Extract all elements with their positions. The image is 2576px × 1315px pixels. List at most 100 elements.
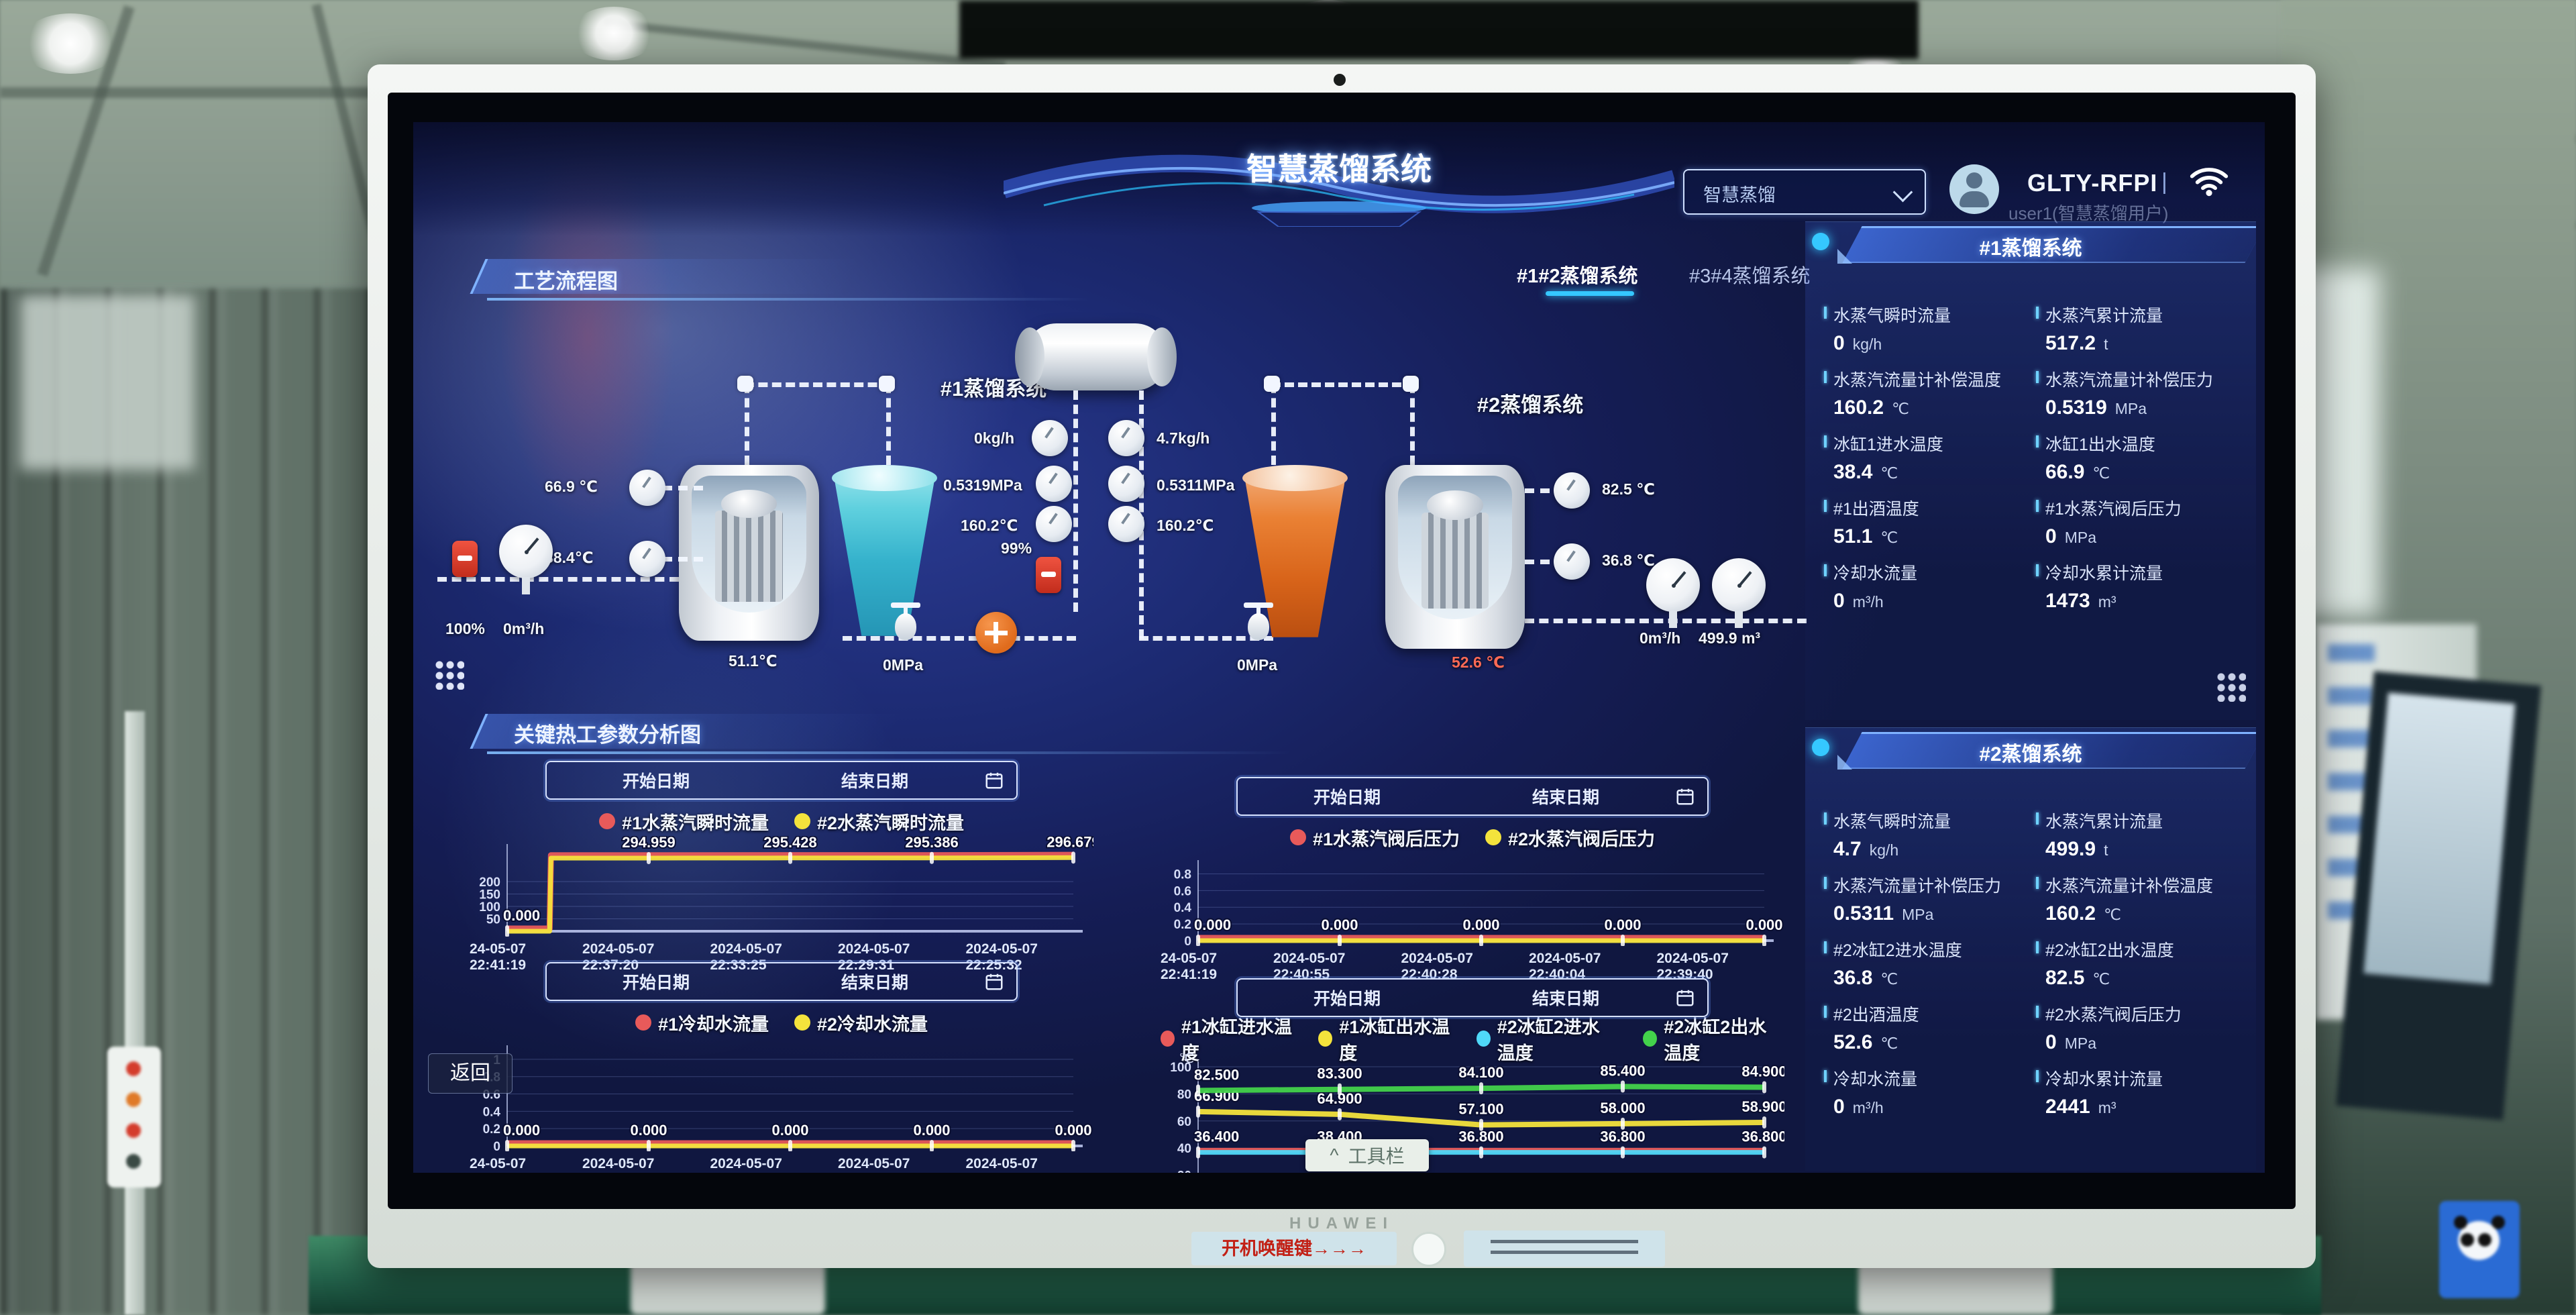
metric-label: 冷却水流量 bbox=[1833, 564, 1918, 583]
pipe bbox=[1073, 390, 1078, 612]
temperature-gauge-icon bbox=[1554, 543, 1590, 580]
pipe-elbow bbox=[1403, 376, 1419, 392]
metric-label: 冷却水累计流量 bbox=[2045, 1070, 2163, 1089]
toolbar-label: 工具栏 bbox=[1348, 1146, 1405, 1167]
svg-text:0.000: 0.000 bbox=[771, 1122, 808, 1139]
chart-legend: #1水蒸汽阀后压力 #2水蒸汽阀后压力 bbox=[1161, 823, 1784, 852]
date-range-picker[interactable]: 开始日期 结束日期 bbox=[545, 962, 1018, 1001]
start-date-field[interactable]: 开始日期 bbox=[622, 974, 690, 992]
metric: #2出酒温度 52.6 ℃ bbox=[1824, 1002, 2036, 1066]
user-avatar-icon[interactable] bbox=[1949, 164, 1999, 214]
date-range-picker[interactable]: 开始日期 结束日期 bbox=[1236, 777, 1709, 816]
svg-text:82.500: 82.500 bbox=[1194, 1066, 1239, 1083]
date-range-picker[interactable]: 开始日期 结束日期 bbox=[1236, 978, 1709, 1017]
metric-label: 水蒸汽累计流量 bbox=[2045, 812, 2163, 831]
flow-section-title: 工艺流程图 bbox=[514, 270, 618, 293]
metric-value: 4.7 kg/h bbox=[1833, 838, 1899, 860]
end-date-field[interactable]: 结束日期 bbox=[841, 974, 908, 992]
legend-item: #2冷却水流量 bbox=[794, 1010, 928, 1036]
chevron-down-icon bbox=[1892, 182, 1913, 203]
pipe bbox=[843, 636, 1076, 641]
svg-text:36.400: 36.400 bbox=[1194, 1128, 1239, 1145]
s1-pot-temp: 51.1℃ bbox=[729, 652, 777, 670]
start-date-field[interactable]: 开始日期 bbox=[1313, 990, 1381, 1008]
temperature-gauge-icon bbox=[1554, 472, 1590, 509]
system2-label: #2蒸馏系统 bbox=[1477, 393, 1584, 417]
page-title: 智慧蒸馏系统 bbox=[1246, 152, 1432, 187]
legend-item: #1冷却水流量 bbox=[635, 1010, 769, 1036]
pipe bbox=[745, 382, 891, 387]
still-tank-1 bbox=[679, 465, 819, 641]
metric-value: 517.2 t bbox=[2045, 332, 2108, 354]
svg-text:36.800: 36.800 bbox=[1458, 1128, 1503, 1145]
flow-gauge-icon bbox=[1032, 420, 1068, 456]
metric-label: 水蒸汽流量计补偿温度 bbox=[1833, 371, 2002, 390]
end-date-field[interactable]: 结束日期 bbox=[841, 772, 908, 791]
calendar-icon[interactable] bbox=[1675, 988, 1695, 1008]
x-tick: 2024-05-07 22:40:56 bbox=[582, 1156, 655, 1173]
support-pole bbox=[125, 711, 145, 1315]
metric-value: 0.5319 MPa bbox=[2045, 397, 2147, 419]
x-tick: 2024-05-07 22:29:31 bbox=[837, 941, 910, 973]
metric: 冰缸1进水温度 38.4 ℃ bbox=[1824, 431, 2036, 496]
system-select[interactable]: 智慧蒸馏 bbox=[1683, 169, 1926, 215]
date-range-picker[interactable]: 开始日期 结束日期 bbox=[545, 761, 1018, 800]
pipe bbox=[1139, 636, 1273, 641]
legend-item: #1水蒸汽阀后压力 bbox=[1289, 825, 1460, 851]
svg-text:0: 0 bbox=[493, 1140, 500, 1151]
end-date-field[interactable]: 结束日期 bbox=[1532, 788, 1599, 807]
camera-dot bbox=[1334, 74, 1346, 86]
brand-logo: HUAWEI bbox=[1289, 1214, 1394, 1232]
metric-value: 0 MPa bbox=[2045, 1031, 2096, 1053]
legend-item: #2水蒸汽瞬时流量 bbox=[794, 808, 964, 835]
panel-banner bbox=[1805, 728, 2256, 770]
start-date-field[interactable]: 开始日期 bbox=[622, 772, 690, 791]
calendar-icon[interactable] bbox=[984, 971, 1004, 992]
back-button[interactable]: 返回 bbox=[428, 1053, 513, 1094]
svg-text:295.386: 295.386 bbox=[905, 836, 959, 851]
active-tab-underline bbox=[1546, 291, 1634, 296]
chart-legend: #1水蒸汽瞬时流量 #2水蒸汽瞬时流量 bbox=[470, 806, 1093, 836]
svg-text:80: 80 bbox=[1177, 1088, 1191, 1102]
start-date-field[interactable]: 开始日期 bbox=[1313, 788, 1381, 807]
toolbar-button[interactable]: ^ 工具栏 bbox=[1305, 1139, 1429, 1171]
totalizer-dial-icon bbox=[1712, 558, 1766, 628]
steam2-flow: 4.7kg/h bbox=[1157, 429, 1210, 447]
flow-sensor-icon bbox=[1036, 557, 1061, 593]
svg-text:20: 20 bbox=[1177, 1169, 1191, 1173]
end-date-field[interactable]: 结束日期 bbox=[1532, 990, 1599, 1008]
legend-item: #2冰缸2进水温度 bbox=[1476, 1012, 1618, 1065]
chart-legend: #1冷却水流量 #2冷却水流量 bbox=[470, 1008, 1093, 1037]
tab-system-1-2[interactable]: #1#2蒸馏系统 bbox=[1517, 266, 1638, 287]
svg-text:57.100: 57.100 bbox=[1458, 1101, 1503, 1118]
caret-icon: ^ bbox=[1330, 1145, 1339, 1165]
x-tick: 24-05-07 22:41:19 bbox=[1161, 951, 1218, 982]
x-tick: 2024-05-07 22:25:32 bbox=[965, 941, 1038, 973]
grid-menu-icon[interactable] bbox=[2215, 671, 2246, 702]
wake-button[interactable] bbox=[1411, 1232, 1446, 1267]
pipe-elbow bbox=[879, 376, 895, 392]
user-name: user1(智慧蒸馏用户) bbox=[2008, 203, 2169, 223]
svg-text:85.400: 85.400 bbox=[1600, 1062, 1645, 1079]
metric-label: 水蒸汽流量计补偿压力 bbox=[1833, 877, 2002, 896]
metric: #2冰缸2出水温度 82.5 ℃ bbox=[2036, 937, 2240, 1002]
metric-value: 499.9 t bbox=[2045, 838, 2108, 860]
panel2-title: #2蒸馏系统 bbox=[1979, 743, 2082, 766]
system-select-value: 智慧蒸馏 bbox=[1703, 185, 1776, 205]
chart-legend: #1冰缸进水温度 #1冰缸出水温度 #2冰缸2进水温度 #2冰缸2出水温度 bbox=[1161, 1017, 1784, 1063]
valve-icon bbox=[891, 602, 920, 641]
tab-system-3-4[interactable]: #3#4蒸馏系统 bbox=[1689, 266, 1811, 287]
calendar-icon[interactable] bbox=[984, 770, 1004, 790]
glow-dot-icon bbox=[1812, 739, 1829, 756]
grid-menu-icon[interactable] bbox=[433, 659, 464, 690]
legend-item: #1冰缸出水温度 bbox=[1318, 1012, 1450, 1065]
glow-dot-icon bbox=[1812, 233, 1829, 250]
svg-text:0.8: 0.8 bbox=[1174, 867, 1191, 882]
svg-text:0.000: 0.000 bbox=[1055, 1122, 1091, 1139]
metric: 水蒸汽流量计补偿温度 160.2 ℃ bbox=[2036, 873, 2240, 937]
pipe bbox=[1525, 619, 1807, 623]
svg-text:296.679: 296.679 bbox=[1046, 836, 1093, 850]
steam1-temp: 160.2℃ bbox=[961, 517, 1018, 534]
calendar-icon[interactable] bbox=[1675, 786, 1695, 806]
